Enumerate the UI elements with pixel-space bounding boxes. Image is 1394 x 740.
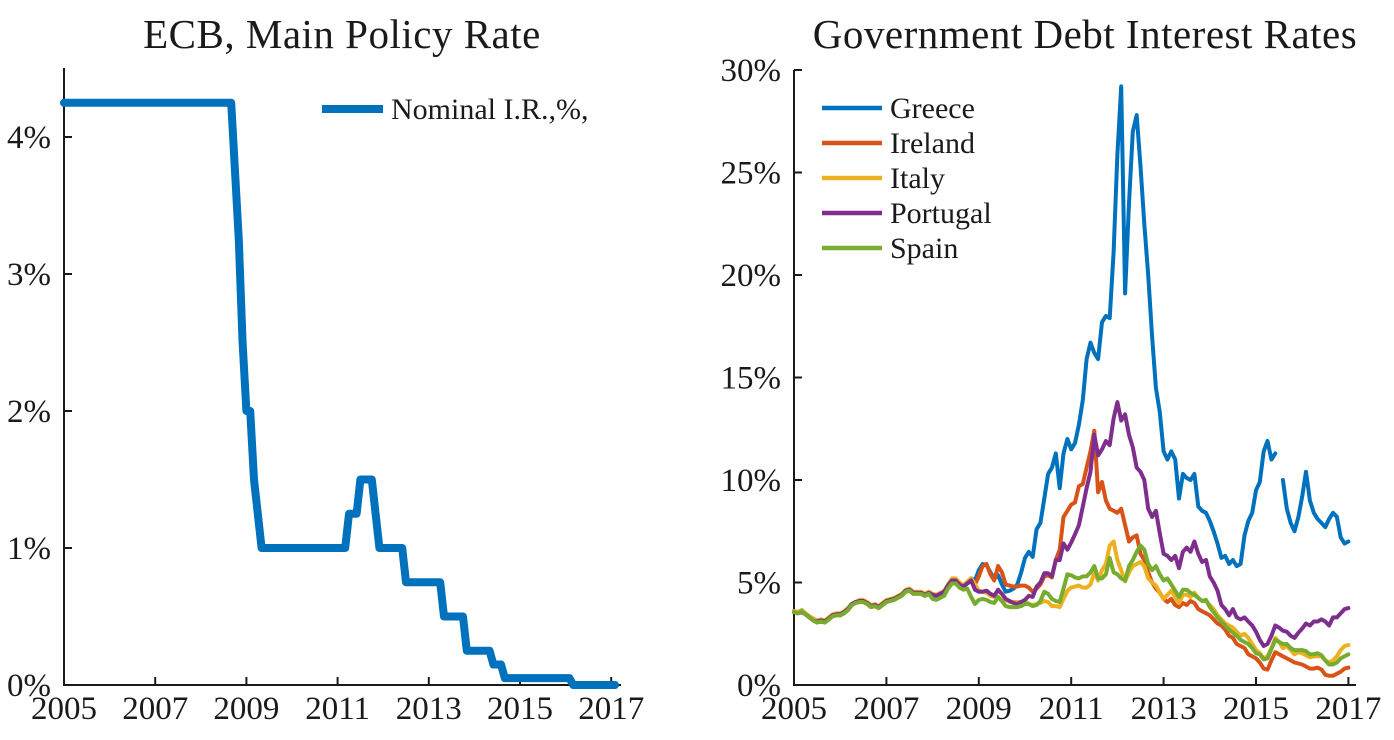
y-tick-label: 4%	[7, 120, 51, 156]
spain-line	[792, 543, 1351, 667]
x-tick-label: 2011	[1039, 691, 1104, 727]
y-tick-label: 1%	[7, 531, 51, 567]
government-debt-rates-chart: 2005 2007 2009 2011 2013 2015 2017 0% 5% 10% 15% 20…	[721, 11, 1382, 727]
greece-line	[792, 84, 1278, 624]
legend: Nominal I.R.,%,	[322, 93, 588, 126]
ecb-policy-rate-chart: 2005 2007 2009 2011 2013 2015 2017 0% 1% 2% 3% 4% EC…	[7, 11, 644, 727]
legend-label: Italy	[890, 162, 945, 195]
x-tick-label: 2017	[578, 691, 644, 727]
legend-item-italy: Italy	[822, 162, 945, 195]
y-tick-label: 20%	[721, 258, 782, 294]
x-tick-label: 2005	[761, 691, 827, 727]
x-tick-label: 2005	[31, 691, 97, 727]
x-tick-label: 2009	[213, 691, 279, 727]
x-tick-label: 2007	[122, 691, 188, 727]
legend-label: Nominal I.R.,%,	[391, 93, 588, 126]
y-tick-label: 10%	[721, 463, 782, 499]
x-tick-label: 2015	[1223, 691, 1289, 727]
greece-line	[1280, 469, 1351, 546]
chart-title: ECB, Main Policy Rate	[143, 11, 541, 57]
y-tick-label: 5%	[737, 566, 781, 602]
legend-label: Spain	[890, 232, 958, 265]
y-tick-label: 30%	[721, 53, 782, 89]
x-tick-label: 2015	[487, 691, 553, 727]
x-tick-label: 2007	[853, 691, 919, 727]
y-tick-label: 0%	[737, 668, 781, 704]
axis-spines	[63, 68, 621, 686]
y-tick-label: 15%	[721, 361, 782, 397]
x-tick-label: 2011	[305, 691, 370, 727]
y-tick-label: 0%	[7, 668, 51, 704]
x-tick-label: 2013	[1131, 691, 1197, 727]
legend-item-spain: Spain	[822, 232, 958, 265]
y-tick-label: 2%	[7, 394, 51, 430]
legend-item-portugal: Portugal	[822, 197, 992, 230]
chart-title: Government Debt Interest Rates	[813, 11, 1357, 57]
legend-item-greece: Greece	[822, 92, 975, 125]
legend-item-nominal-i-r: Nominal I.R.,%,	[322, 93, 588, 126]
legend-label: Portugal	[890, 197, 992, 230]
axis-spines	[793, 70, 1356, 686]
x-tick-label: 2013	[396, 691, 462, 727]
nominal-i-r-line	[60, 98, 619, 689]
legend-item-ireland: Ireland	[822, 127, 975, 160]
legend-label: Greece	[890, 92, 975, 125]
x-tick-label: 2009	[946, 691, 1012, 727]
x-tick-label: 2017	[1315, 691, 1381, 727]
y-tick-label: 3%	[7, 257, 51, 293]
ireland-line	[792, 428, 1351, 678]
y-tick-label: 25%	[721, 156, 782, 192]
legend-label: Ireland	[890, 127, 975, 160]
